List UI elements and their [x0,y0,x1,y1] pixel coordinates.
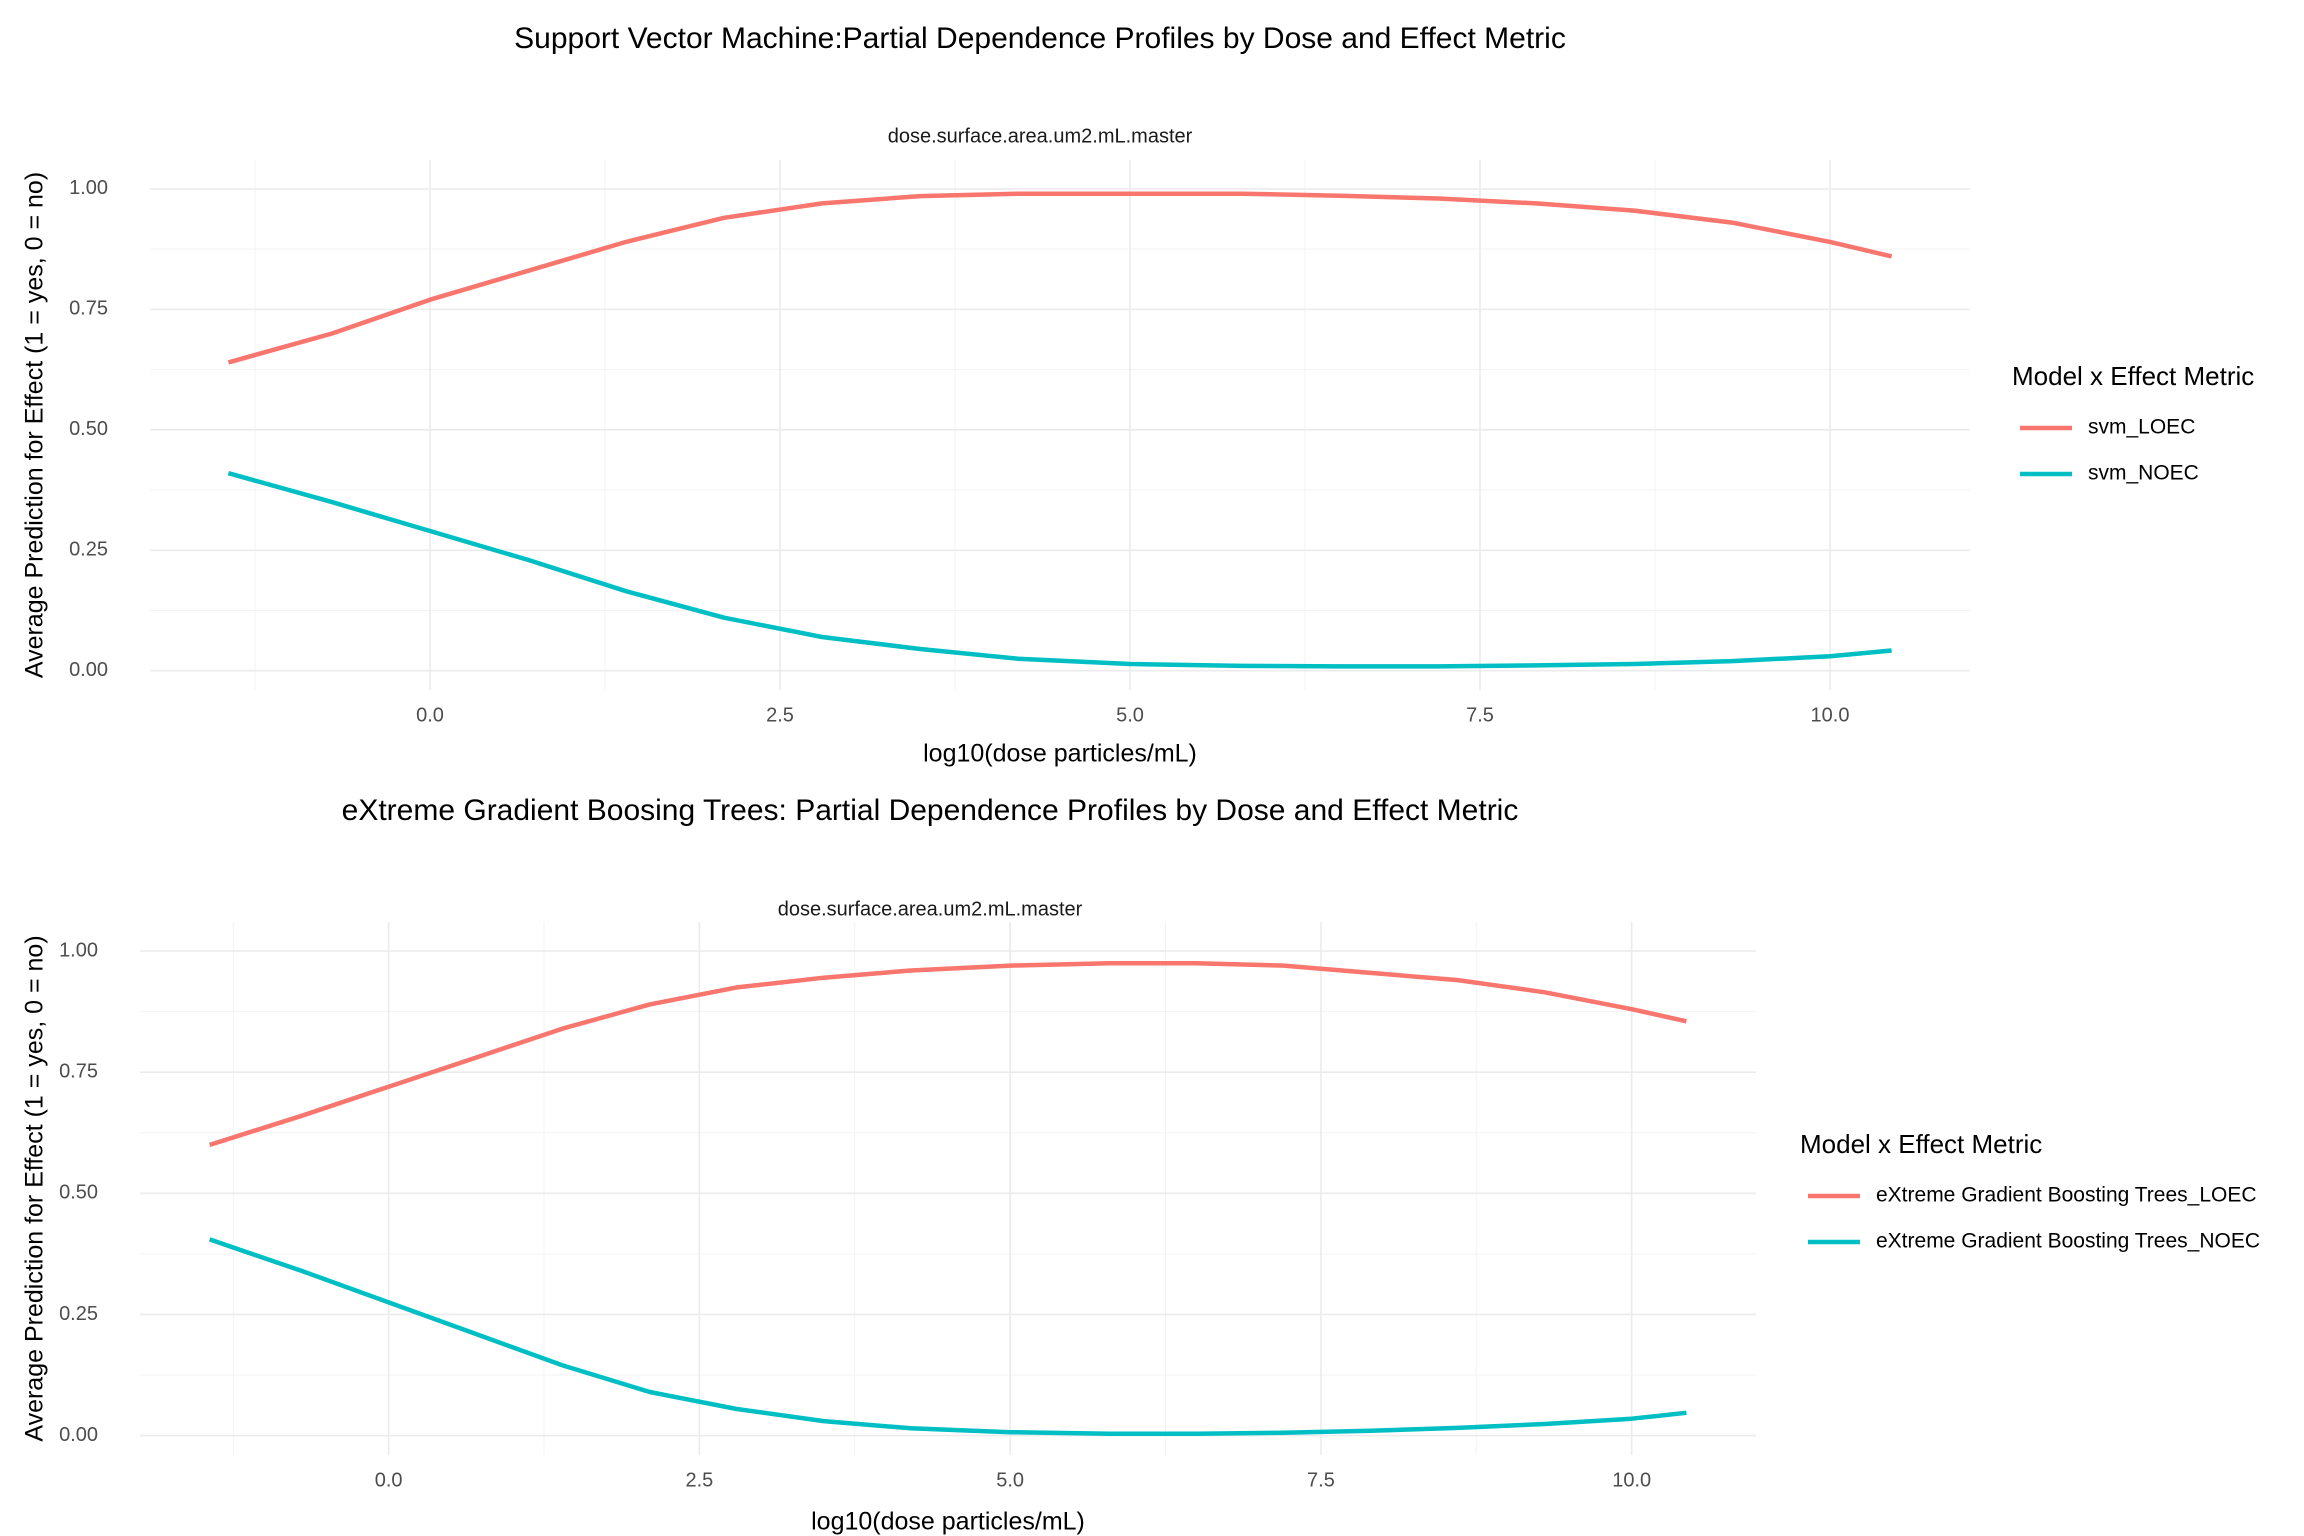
series-line-loec [208,960,1687,1148]
chart-title: eXtreme Gradient Boosing Trees: Partial … [342,794,1519,827]
x-tick-label: 2.5 [685,1469,713,1491]
y-tick-label: 0.00 [69,659,108,681]
y-tick-label: 0.75 [69,298,108,320]
series-line-noec [208,1237,1687,1436]
chart-panel-1: Support Vector Machine:Partial Dependenc… [21,22,2255,768]
y-tick-label: 1.00 [69,177,108,199]
legend-label-noec: eXtreme Gradient Boosting Trees_NOEC [1876,1230,2260,1253]
y-tick-label: 0.75 [59,1060,98,1082]
legend-label-loec: eXtreme Gradient Boosting Trees_LOEC [1876,1184,2257,1207]
y-tick-label: 0.50 [69,418,108,440]
y-tick-label: 0.50 [59,1182,98,1204]
x-tick-label: 5.0 [996,1469,1024,1491]
y-axis-label: Average Prediction for Effect (1 = yes, … [21,935,49,1441]
y-tick-label: 0.25 [69,539,108,561]
y-axis-label: Average Prediction for Effect (1 = yes, … [21,172,49,678]
x-tick-label: 0.0 [416,704,444,726]
x-axis-label: log10(dose particles/mL) [923,740,1197,768]
legend: Model x Effect Metric eXtreme Gradient Bo… [1800,1129,2260,1253]
legend-label-loec: svm_LOEC [2088,416,2195,439]
facet-strip-label: dose.surface.area.um2.mL.master [778,898,1083,920]
x-tick-label: 7.5 [1307,1469,1335,1491]
x-tick-label: 7.5 [1466,704,1494,726]
facet-strip-label: dose.surface.area.um2.mL.master [888,125,1193,147]
grid-lines [150,160,1970,690]
legend-title: Model x Effect Metric [2012,361,2254,391]
x-tick-label: 10.0 [1811,704,1850,726]
x-tick-label: 10.0 [1612,1469,1651,1491]
series-line-loec [227,191,1893,365]
chart-title: Support Vector Machine:Partial Dependenc… [514,22,1566,55]
x-tick-label: 0.0 [375,1469,403,1491]
x-axis-label: log10(dose particles/mL) [811,1508,1085,1536]
x-tick-label: 5.0 [1116,704,1144,726]
chart-panel-2: eXtreme Gradient Boosing Trees: Partial … [21,794,2260,1536]
y-tick-label: 1.00 [59,939,98,961]
x-tick-label: 2.5 [766,704,794,726]
legend-label-noec: svm_NOEC [2088,462,2199,485]
y-tick-label: 0.25 [59,1303,98,1325]
y-tick-label: 0.00 [59,1424,98,1446]
series-line-noec [227,471,1892,669]
legend-title: Model x Effect Metric [1800,1129,2042,1159]
legend: Model x Effect Metric svm_LOEC svm_NOEC [2012,361,2254,485]
grid-lines [140,922,1756,1455]
